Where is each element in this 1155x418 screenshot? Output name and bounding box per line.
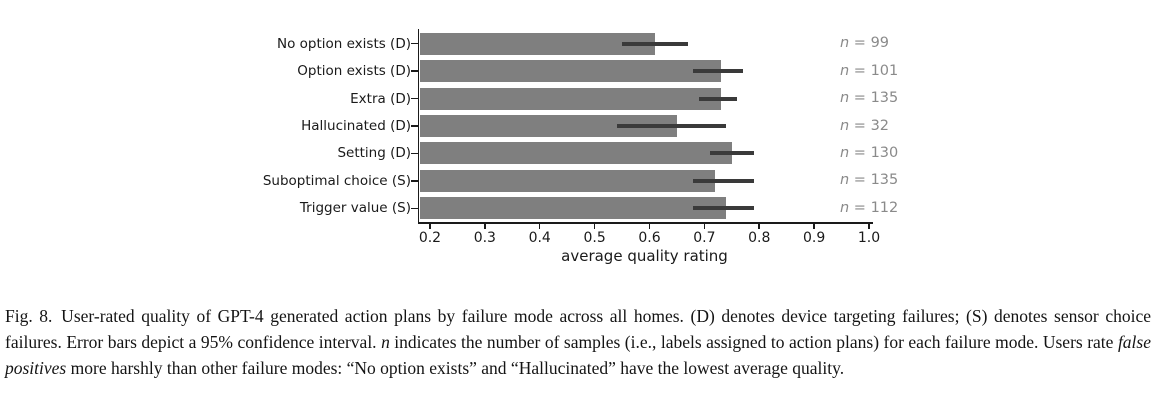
category-label: Trigger value (S) [299, 200, 411, 217]
n-label-symbol: n [840, 35, 850, 52]
category-label: Setting (D) [337, 145, 411, 162]
n-label: n = 32 [840, 117, 889, 136]
category-label: No option exists (D) [276, 35, 411, 52]
x-tick [648, 223, 651, 229]
caption-text: indicates the number of samples (i.e., l… [389, 332, 1118, 352]
caption-text: more harshly than other failure modes: “… [66, 358, 845, 378]
error-bar [616, 124, 727, 128]
x-tick [703, 223, 706, 229]
y-tick [411, 125, 418, 127]
n-label: n = 112 [840, 199, 898, 218]
x-tick [813, 223, 815, 229]
n-label-value: = 32 [849, 117, 890, 134]
bar [420, 169, 716, 192]
x-tick-label: 0.8 [748, 230, 771, 246]
x-tick [868, 223, 870, 229]
x-tick [538, 223, 541, 229]
figure-caption: Fig. 8. User-rated quality of GPT-4 gene… [5, 303, 1151, 381]
x-tick-label: 0.7 [693, 230, 716, 246]
n-label: n = 135 [840, 89, 898, 108]
x-tick-label: 1.0 [857, 230, 881, 246]
x-tick-label: 0.5 [583, 230, 606, 246]
axis-spine-left [417, 29, 419, 222]
x-tick [429, 223, 431, 229]
n-label: n = 130 [840, 144, 898, 163]
x-tick-label: 0.9 [802, 230, 826, 246]
x-axis-label: average quality rating [561, 247, 728, 265]
n-label: n = 101 [840, 62, 898, 81]
n-label-value: = 99 [849, 35, 890, 52]
y-tick [411, 152, 418, 155]
x-tick-label: 0.2 [418, 230, 442, 246]
x-tick-label: 0.3 [473, 230, 496, 246]
category-label: Hallucinated (D) [301, 118, 411, 134]
category-label: Option exists (D) [297, 63, 411, 80]
n-label-value: = 101 [849, 62, 899, 79]
x-tick [758, 223, 760, 229]
n-label-symbol: n [840, 117, 850, 134]
n-label-value: = 135 [849, 90, 899, 107]
category-label: Suboptimal choice (S) [262, 172, 411, 189]
bar [420, 142, 732, 165]
y-tick [411, 42, 418, 45]
n-label-symbol: n [840, 144, 850, 161]
x-tick-label: 0.6 [638, 230, 661, 246]
x-tick [484, 223, 486, 229]
n-label-symbol: n [840, 199, 850, 216]
axis-spine-bottom [417, 222, 873, 224]
bar [420, 197, 727, 220]
y-tick [411, 97, 418, 100]
n-label: n = 135 [840, 171, 898, 190]
bar-chart: average quality rating No option exists … [262, 29, 898, 265]
caption-italic-text: false positives [5, 332, 1151, 378]
bar [420, 60, 721, 83]
y-tick [411, 70, 418, 72]
x-tick [593, 223, 596, 229]
category-label: Extra (D) [350, 90, 411, 107]
error-bar [709, 151, 754, 156]
bar [420, 87, 721, 110]
n-label: n = 99 [840, 34, 889, 53]
error-bar [622, 41, 688, 46]
error-bar [698, 96, 738, 101]
error-bar [693, 69, 743, 74]
n-label-symbol: n [840, 172, 850, 189]
n-label-value: = 130 [849, 144, 899, 161]
y-tick [411, 180, 418, 182]
caption-italic-text: n [381, 332, 390, 352]
bar [420, 115, 677, 137]
x-tick-label: 0.4 [528, 230, 551, 246]
n-label-symbol: n [840, 62, 850, 79]
bar [420, 32, 655, 55]
n-label-symbol: n [840, 90, 850, 107]
caption-text: Fig. 8. User-rated quality of GPT-4 gene… [5, 306, 1151, 352]
y-tick [411, 207, 418, 210]
n-label-value: = 112 [849, 199, 899, 216]
error-bar [693, 206, 754, 211]
error-bar [693, 178, 754, 183]
n-label-value: = 135 [849, 172, 899, 189]
